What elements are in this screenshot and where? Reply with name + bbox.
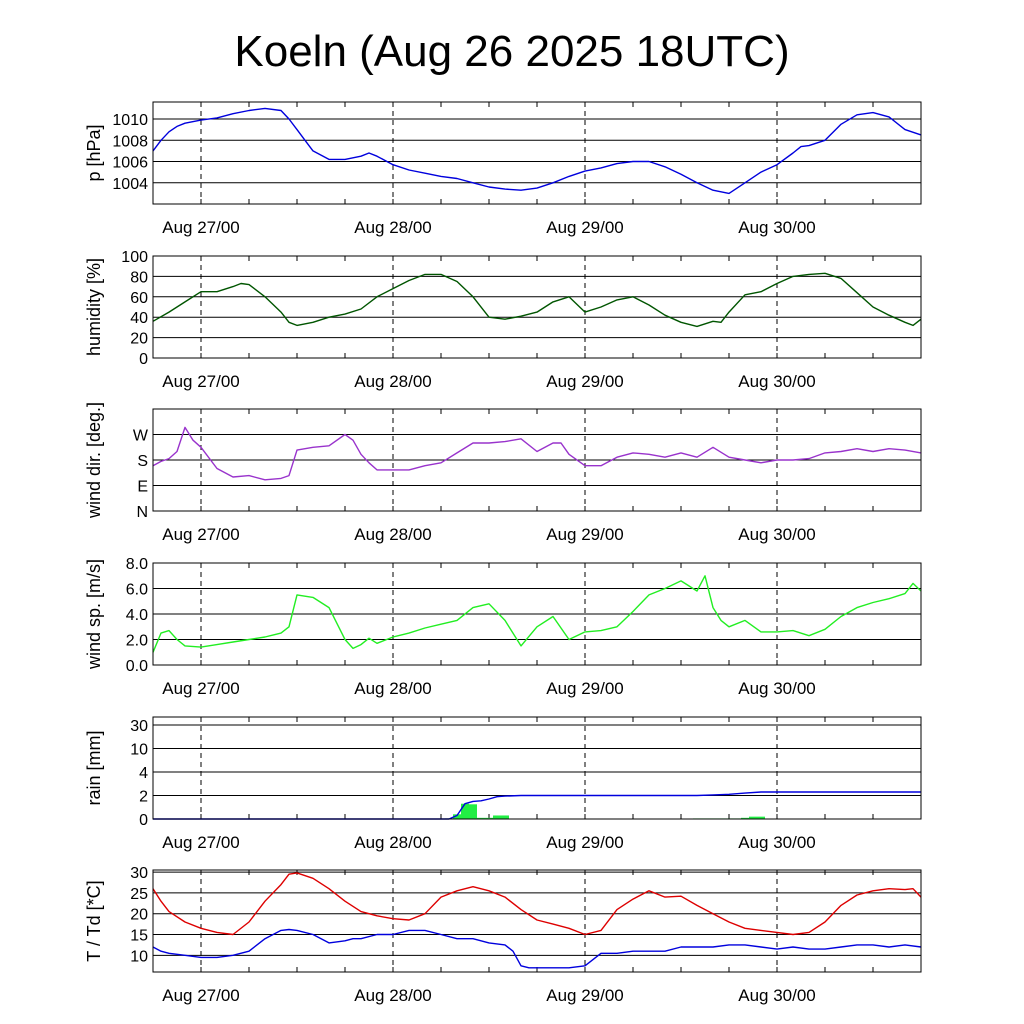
humidity-ytick-label: 40 (130, 310, 148, 327)
wind_direction-xtick-label: Aug 28/00 (354, 525, 432, 544)
wind_direction-dd-line (152, 426, 922, 481)
humidity-xtick-label: Aug 27/00 (162, 372, 240, 391)
rain-bar (453, 814, 461, 819)
rain-bar (741, 817, 749, 819)
wind_speed-ytick-label: 4.0 (126, 607, 148, 624)
humidity-ytick-label: 60 (130, 290, 148, 307)
wind_direction-frame (152, 408, 922, 512)
rain-ylabel: rain [mm] (84, 730, 104, 805)
wind_direction-xtick-label: Aug 30/00 (738, 525, 816, 544)
temperature-frame (152, 869, 922, 973)
pressure-xtick-label: Aug 29/00 (546, 218, 624, 237)
rain-bar (485, 817, 493, 819)
humidity-panel: 0 20 40 60 80 100 humidity [%] Aug 27/00 Aug 28/… (84, 249, 922, 391)
rain-xtick-label: Aug 27/00 (162, 833, 240, 852)
temperature-xtick-label: Aug 27/00 (162, 986, 240, 1005)
wind_direction-ytick-label: S (137, 453, 148, 470)
wind_speed-ytick-label: 2.0 (126, 633, 148, 650)
temperature-ytick-label: 10 (130, 948, 148, 965)
wind_direction-ytick-label: N (136, 504, 148, 521)
wind_direction-ylabel: wind dir. [deg.] (84, 402, 104, 519)
rain-ytick-label: 4 (139, 765, 148, 782)
wind_speed-panel: 0.0 2.0 4.0 6.0 8.0 wind sp. [m/s] Aug 27/00 Au… (84, 556, 922, 698)
pressure-panel: 1004 1006 1008 1010 p [hPa] Aug 27/00 Aug 28/0… (84, 101, 922, 237)
pressure-ytick-label: 1004 (112, 176, 148, 193)
wind_speed-ytick-label: 0.0 (126, 658, 148, 675)
rain-bar (501, 815, 509, 819)
rain-ytick-label: 10 (130, 742, 148, 759)
pressure-xtick-label: Aug 27/00 (162, 218, 240, 237)
pressure-p-line (152, 107, 922, 195)
humidity-ytick-label: 100 (121, 249, 148, 266)
humidity-ylabel: humidity [%] (84, 258, 104, 356)
wind_speed-frame (152, 562, 922, 666)
temperature-xtick-label: Aug 28/00 (354, 986, 432, 1005)
rain-ytick-label: 2 (139, 789, 148, 806)
pressure-ytick-label: 1010 (112, 112, 148, 129)
rain-bar (757, 816, 765, 819)
humidity-frame (152, 255, 922, 359)
pressure-ytick-label: 1006 (112, 155, 148, 172)
humidity-xtick-label: Aug 30/00 (738, 372, 816, 391)
rain-xtick-label: Aug 28/00 (354, 833, 432, 852)
temperature-Td-line (152, 928, 922, 969)
wind_speed-xtick-label: Aug 29/00 (546, 679, 624, 698)
rain-xtick-label: Aug 29/00 (546, 833, 624, 852)
wind_direction-ytick-label: W (133, 428, 149, 445)
chart-title: Koeln (Aug 26 2025 18UTC) (234, 27, 790, 76)
wind_speed-ytick-label: 8.0 (126, 556, 148, 573)
temperature-xtick-label: Aug 30/00 (738, 986, 816, 1005)
temperature-ytick-label: 25 (130, 886, 148, 903)
rain-ytick-label: 30 (130, 718, 148, 735)
humidity-rh-line (152, 272, 922, 328)
rain-panel: 0 2 4 10 30 rain [mm] Aug 27/00 Aug 28/00 Aug 29… (84, 716, 922, 852)
rain-rain sum-line (153, 791, 921, 820)
temperature-ytick-label: 15 (130, 928, 148, 945)
rain-bar (477, 817, 485, 819)
humidity-xtick-label: Aug 28/00 (354, 372, 432, 391)
temperature-xtick-label: Aug 29/00 (546, 986, 624, 1005)
temperature-panel: 10 15 20 25 30 T / Td [*C] Aug 27/00 Aug 28/00 A… (84, 865, 922, 1005)
rain-bar (493, 815, 501, 819)
rain-bar (469, 804, 477, 819)
wind_direction-ytick-label: E (137, 479, 148, 496)
pressure-ytick-label: 1008 (112, 133, 148, 150)
rain-bar (461, 803, 469, 819)
wind_direction-xtick-label: Aug 27/00 (162, 525, 240, 544)
wind_speed-xtick-label: Aug 27/00 (162, 679, 240, 698)
temperature-T-line (152, 872, 922, 936)
pressure-xtick-label: Aug 30/00 (738, 218, 816, 237)
wind_speed-ylabel: wind sp. [m/s] (84, 559, 104, 670)
wind_speed-ytick-label: 6.0 (126, 582, 148, 599)
rain-ytick-label: 0 (139, 812, 148, 829)
wind_speed-xtick-label: Aug 30/00 (738, 679, 816, 698)
pressure-ylabel: p [hPa] (84, 124, 104, 181)
wind_speed-ff-line (152, 575, 922, 653)
pressure-xtick-label: Aug 28/00 (354, 218, 432, 237)
rain-bar (749, 816, 757, 819)
humidity-ytick-label: 0 (139, 351, 148, 368)
humidity-ytick-label: 20 (130, 331, 148, 348)
humidity-xtick-label: Aug 29/00 (546, 372, 624, 391)
temperature-ytick-label: 20 (130, 907, 148, 924)
rain-xtick-label: Aug 30/00 (738, 833, 816, 852)
pressure-frame (152, 101, 922, 205)
temperature-ytick-label: 30 (130, 865, 148, 882)
temperature-ylabel: T / Td [*C] (84, 880, 104, 961)
rain-frame (152, 716, 922, 820)
wind_speed-xtick-label: Aug 28/00 (354, 679, 432, 698)
humidity-ytick-label: 80 (130, 269, 148, 286)
wind_direction-xtick-label: Aug 29/00 (546, 525, 624, 544)
